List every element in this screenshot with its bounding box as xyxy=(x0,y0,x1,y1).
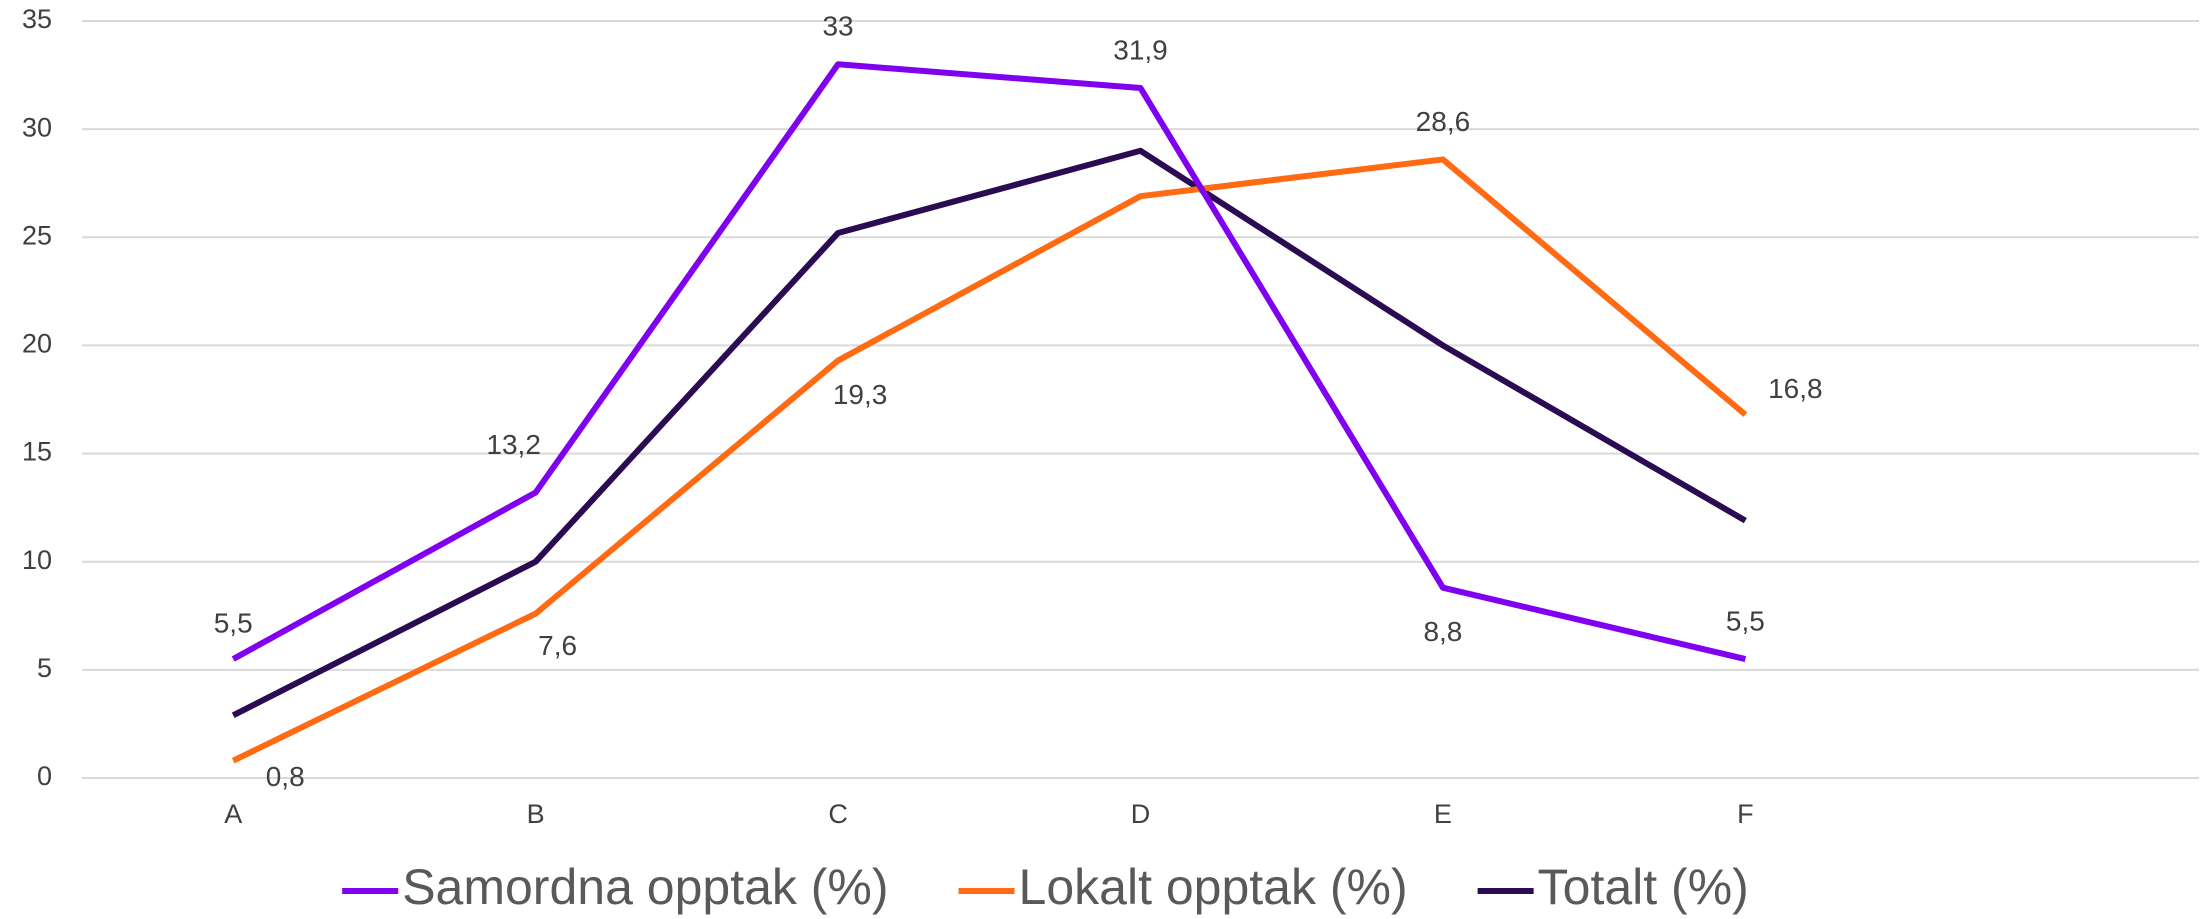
y-tick-label: 30 xyxy=(22,112,52,142)
x-tick-label: F xyxy=(1737,799,1754,829)
data-label: 0,8 xyxy=(266,761,305,792)
legend-label: Samordna opptak (%) xyxy=(402,859,888,915)
series-line xyxy=(231,156,1748,764)
data-label: 31,9 xyxy=(1113,34,1168,65)
x-tick-label: A xyxy=(224,799,242,829)
y-tick-label: 20 xyxy=(22,329,52,359)
data-label: 5,5 xyxy=(1726,605,1765,636)
y-tick-label: 0 xyxy=(37,761,52,791)
series-line xyxy=(231,147,1747,718)
y-tick-label: 35 xyxy=(22,4,52,34)
data-label: 19,3 xyxy=(833,379,888,410)
data-label: 13,2 xyxy=(486,429,541,460)
legend-label: Totalt (%) xyxy=(1538,859,1749,915)
x-tick-label: B xyxy=(527,799,545,829)
y-tick-label: 5 xyxy=(37,653,52,683)
data-label: 7,6 xyxy=(538,630,577,661)
data-label: 5,5 xyxy=(214,607,253,638)
x-tick-label: C xyxy=(828,799,848,829)
data-label: 28,6 xyxy=(1416,106,1471,137)
y-tick-label: 25 xyxy=(22,220,52,250)
data-label: 33 xyxy=(822,11,853,42)
y-tick-label: 15 xyxy=(22,437,52,467)
legend-label: Lokalt opptak (%) xyxy=(1019,859,1408,915)
data-label: 8,8 xyxy=(1423,616,1462,647)
series-line xyxy=(231,61,1747,662)
x-tick-label: D xyxy=(1131,799,1151,829)
data-label: 16,8 xyxy=(1768,373,1823,404)
y-tick-label: 10 xyxy=(22,545,52,575)
x-tick-label: E xyxy=(1434,799,1452,829)
